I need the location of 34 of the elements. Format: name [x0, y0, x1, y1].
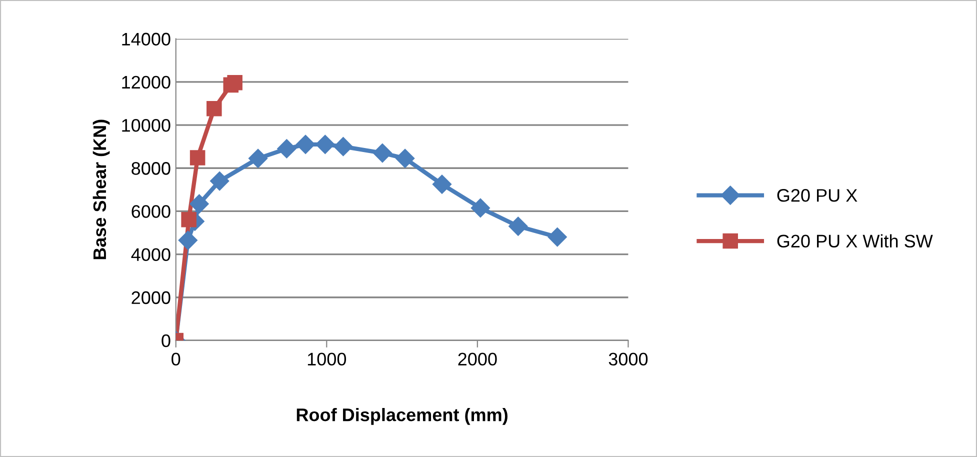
x-axis-title: Roof Displacement (mm) — [296, 408, 508, 425]
point — [227, 74, 242, 90]
y-axis-title: Base Shear (KN) — [92, 120, 110, 260]
x-tick-label: 1000 — [308, 352, 346, 366]
point — [277, 139, 296, 158]
point — [508, 216, 528, 236]
x-tick-label: 2000 — [458, 352, 497, 366]
y-tick-label: 12000 — [122, 76, 170, 89]
y-tick-label: 14000 — [122, 32, 170, 46]
y-tick-label: 4000 — [131, 248, 170, 262]
point — [296, 134, 316, 154]
point — [372, 143, 392, 163]
point — [432, 174, 452, 194]
y-tick-label: 2000 — [132, 291, 170, 304]
y-tick-label: 8000 — [132, 162, 170, 175]
x-tick-label: 3000 — [608, 352, 648, 366]
x-tick-label: 0 — [172, 352, 180, 366]
point — [316, 134, 335, 154]
point — [181, 212, 196, 228]
point — [548, 228, 567, 247]
point — [190, 194, 209, 214]
point — [470, 198, 490, 218]
legend-label: G20 PU X With SW — [777, 234, 933, 248]
point — [334, 137, 353, 156]
y-tick-label: 6000 — [132, 205, 170, 218]
point — [190, 150, 206, 166]
point — [396, 148, 415, 168]
legend-label: G20 PU X — [777, 189, 858, 202]
y-tick-label: 10000 — [122, 118, 170, 132]
point — [210, 172, 230, 191]
point — [206, 101, 222, 116]
point — [178, 230, 198, 250]
y-tick-label: 0 — [162, 334, 170, 348]
point — [248, 148, 268, 168]
